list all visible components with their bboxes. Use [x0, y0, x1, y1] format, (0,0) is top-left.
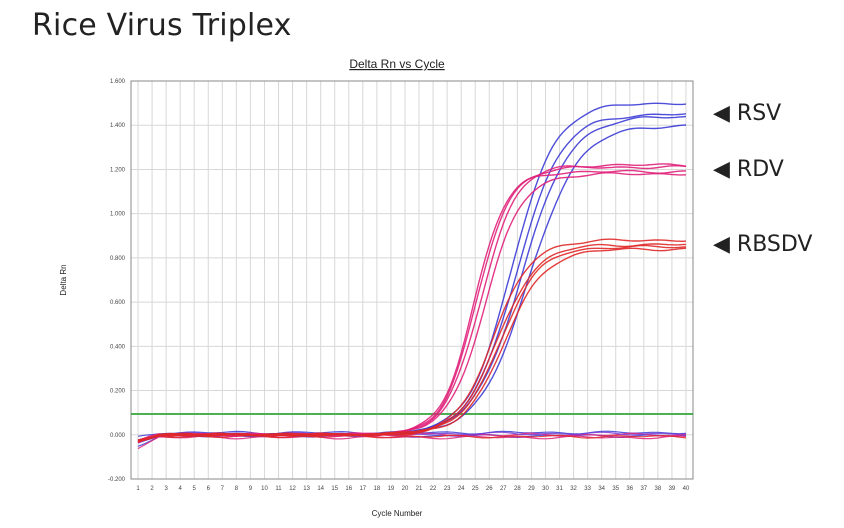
- y-tick-label: 0.600: [110, 300, 126, 306]
- x-tick-label: 18: [374, 486, 381, 492]
- amplification-curves: [137, 102, 687, 444]
- series-rbsdv: [137, 238, 687, 443]
- series-curve: [137, 244, 687, 443]
- x-axis-ticks: 1 2 3 4 5 6 7 8 9 10 11 12 13 14 15 16 17 18 19 20 21 22 23 24 2…: [136, 486, 690, 492]
- x-tick-label: 13: [303, 486, 310, 492]
- y-axis-ticks: -0.200 0.000 0.200 0.400 0.600 0.800 1.000 1.20…: [108, 79, 126, 483]
- x-tick-label: 9: [249, 486, 253, 492]
- x-tick-label: 19: [388, 486, 395, 492]
- grid: [131, 80, 693, 480]
- x-tick-label: 14: [317, 486, 324, 492]
- x-tick-label: 15: [331, 486, 338, 492]
- series-curve: [137, 113, 687, 443]
- series-curve: [137, 102, 687, 441]
- x-tick-label: 3: [164, 486, 168, 492]
- x-tick-label: 2: [150, 486, 154, 492]
- x-tick-label: 26: [486, 486, 493, 492]
- y-tick-label: 0.000: [110, 433, 126, 439]
- series-curve: [137, 171, 687, 441]
- x-tick-label: 37: [640, 486, 647, 492]
- x-tick-label: 32: [570, 486, 577, 492]
- x-tick-label: 8: [235, 486, 239, 492]
- x-axis-label: Cycle Number: [372, 509, 423, 518]
- series-label-rbsdv: ◀ RBSDV: [713, 232, 812, 257]
- y-tick-label: 0.400: [110, 344, 126, 350]
- y-tick-label: 0.200: [110, 389, 126, 395]
- x-tick-label: 25: [472, 486, 479, 492]
- x-tick-label: 5: [193, 486, 197, 492]
- x-tick-label: 29: [528, 486, 535, 492]
- x-tick-label: 34: [598, 486, 605, 492]
- y-tick-label: -0.200: [108, 477, 126, 483]
- y-tick-label: 1.400: [110, 123, 126, 129]
- x-tick-label: 7: [221, 486, 225, 492]
- x-tick-label: 27: [500, 486, 507, 492]
- x-tick-label: 1: [136, 486, 140, 492]
- x-tick-label: 31: [556, 486, 563, 492]
- x-tick-label: 16: [345, 486, 352, 492]
- series-label-rsv: ◀ RSV: [713, 101, 781, 126]
- y-axis-label: Delta Rn: [59, 264, 68, 295]
- chart-title: Delta Rn vs Cycle: [349, 57, 445, 71]
- plot-frame: [130, 80, 694, 480]
- x-tick-label: 17: [359, 486, 366, 492]
- series-curve: [137, 169, 687, 443]
- x-tick-label: 12: [289, 486, 296, 492]
- x-tick-label: 28: [514, 486, 521, 492]
- x-tick-label: 33: [584, 486, 591, 492]
- x-tick-label: 38: [655, 486, 662, 492]
- page-title: Rice Virus Triplex: [32, 8, 292, 43]
- x-tick-label: 35: [612, 486, 619, 492]
- series-curve: [137, 247, 687, 443]
- series-rdv: [137, 163, 687, 444]
- series-curve: [137, 164, 687, 444]
- series-label-rdv: ◀ RDV: [713, 157, 784, 182]
- y-tick-label: 1.200: [110, 167, 126, 173]
- x-tick-label: 4: [179, 486, 183, 492]
- x-tick-label: 20: [402, 486, 409, 492]
- x-tick-label: 23: [444, 486, 451, 492]
- y-tick-label: 0.800: [110, 256, 126, 262]
- x-tick-label: 22: [430, 486, 437, 492]
- series-labels: ◀ RSV ◀ RDV ◀ RBSDV: [713, 101, 812, 257]
- x-tick-label: 36: [626, 486, 633, 492]
- series-curve: [137, 238, 687, 441]
- y-tick-label: 1.000: [110, 212, 126, 218]
- x-tick-label: 40: [683, 486, 690, 492]
- x-tick-label: 10: [261, 486, 268, 492]
- x-tick-label: 11: [275, 486, 282, 492]
- x-tick-label: 6: [207, 486, 211, 492]
- x-tick-label: 30: [542, 486, 549, 492]
- x-tick-label: 24: [458, 486, 465, 492]
- baseline-curve: [137, 434, 687, 442]
- series-rsv: [137, 102, 687, 443]
- y-tick-label: 1.600: [110, 79, 126, 85]
- series-curve: [137, 243, 687, 443]
- x-tick-label: 39: [669, 486, 676, 492]
- x-tick-label: 21: [416, 486, 423, 492]
